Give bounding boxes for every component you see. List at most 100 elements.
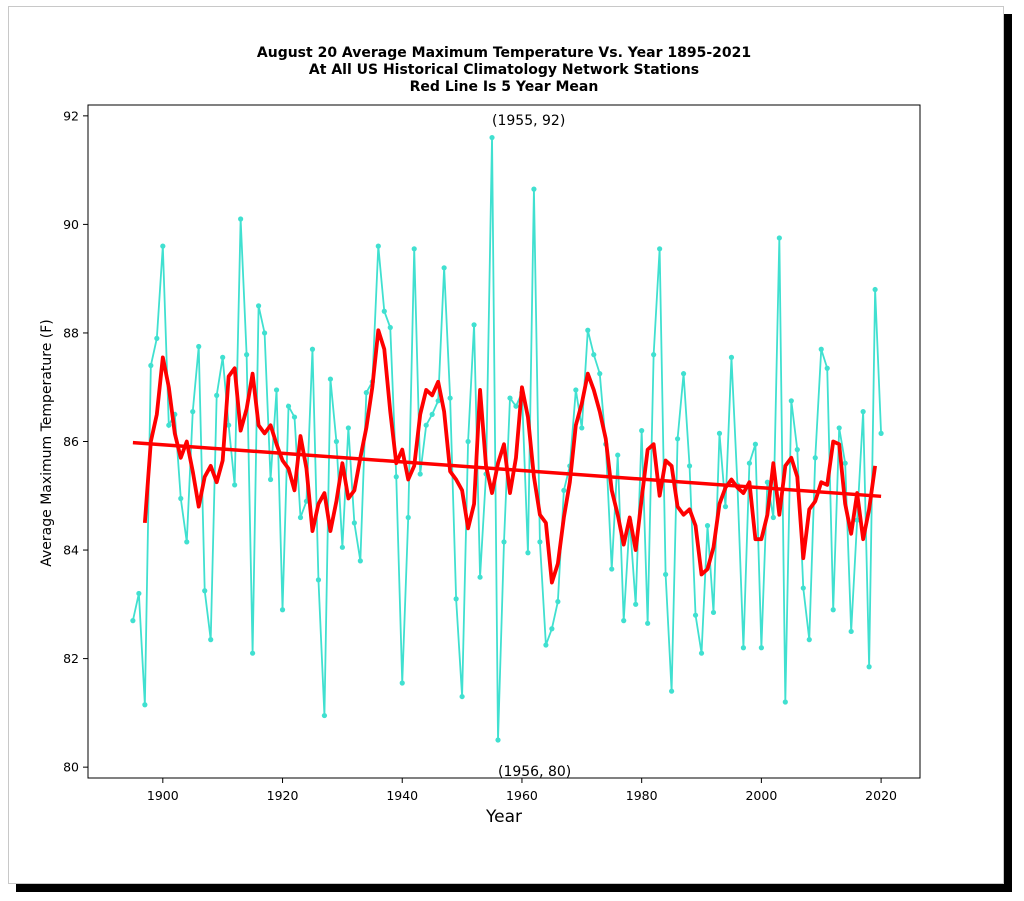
annual-point [776, 235, 782, 241]
annual-point [309, 346, 316, 352]
y-tick-label: 84 [63, 543, 79, 558]
y-tick-label: 92 [63, 108, 79, 123]
annual-point [854, 517, 860, 523]
annotations: (1955, 92) (1956, 80) [492, 113, 571, 780]
annual-point [321, 712, 328, 719]
annual-point [142, 702, 148, 708]
annual-point [561, 487, 567, 493]
y-tick-label: 82 [63, 651, 79, 666]
annual-point [651, 352, 657, 358]
annual-point [399, 680, 405, 686]
annual-point [393, 474, 399, 480]
annual-point [537, 539, 543, 545]
annual-point [363, 390, 369, 396]
x-tick-label: 1920 [267, 788, 299, 803]
annual-point [178, 495, 184, 502]
annual-point [208, 637, 214, 643]
annotation-label: (1956, 80) [498, 764, 571, 780]
annual-point [261, 330, 268, 336]
annual-point [238, 216, 244, 222]
annual-point [674, 436, 681, 442]
annual-point [716, 430, 723, 436]
annual-point [764, 479, 770, 485]
five-year-mean-line [142, 328, 877, 585]
annual-point [800, 585, 806, 591]
annual-point [573, 387, 579, 393]
annual-point [477, 574, 483, 580]
annual-point [591, 352, 597, 358]
annual-point [190, 409, 196, 415]
annual-point [154, 335, 160, 341]
annual-point [549, 626, 555, 632]
annual-point [872, 286, 878, 293]
annual-point [250, 650, 256, 656]
x-tick-label: 2000 [745, 788, 777, 803]
annual-point [489, 134, 495, 141]
annual-point [315, 577, 322, 583]
annual-point [692, 612, 699, 618]
annual-point [585, 327, 591, 333]
annual-point [866, 664, 872, 670]
annual-point [782, 699, 788, 705]
annual-point [387, 324, 393, 331]
annual-point [555, 599, 561, 605]
annual-point [788, 398, 794, 404]
annual-point [878, 430, 884, 436]
annotation-label: (1955, 92) [492, 113, 565, 129]
annual-point [226, 422, 232, 428]
annual-point [357, 558, 363, 564]
annual-point [669, 688, 675, 694]
x-axis-label: Year [485, 807, 522, 827]
annual-point [794, 447, 800, 453]
annual-point [214, 392, 220, 398]
annual-point [704, 523, 711, 529]
annual-point [351, 520, 357, 526]
x-tick-label: 2020 [865, 788, 897, 803]
annual-point [423, 422, 429, 428]
annual-point [405, 514, 411, 521]
annual-point [136, 590, 142, 597]
annual-point [196, 343, 202, 350]
chart-title-line-2: At All US Historical Climatology Network… [309, 62, 699, 78]
annual-point [130, 618, 136, 624]
annual-point [686, 463, 693, 469]
annual-point [513, 403, 519, 409]
x-tick-label: 1900 [147, 788, 179, 803]
annual-point [429, 411, 435, 417]
annual-point [615, 452, 621, 458]
annual-point [818, 346, 824, 352]
annual-point [836, 425, 842, 431]
annual-point [848, 628, 854, 635]
annual-point [812, 455, 818, 461]
annual-point [267, 476, 274, 483]
annual-point [830, 607, 836, 613]
annual-point [471, 322, 477, 328]
annual-point [339, 544, 345, 550]
annual-point [621, 618, 627, 624]
annual-point [525, 550, 531, 556]
annual-point [740, 645, 747, 651]
annual-point [327, 376, 334, 382]
annual-point [824, 365, 830, 371]
annual-point [860, 409, 866, 415]
annual-point [770, 514, 776, 521]
annual-point [333, 438, 339, 445]
annual-point [273, 387, 280, 393]
annual-point [633, 601, 639, 607]
x-tick-label: 1940 [386, 788, 418, 803]
annual-point [579, 425, 585, 431]
annual-point [220, 354, 226, 360]
y-axis-label: Average Maximum Temperature (F) [39, 319, 55, 566]
annual-point [543, 642, 549, 648]
annual-point [663, 571, 669, 578]
annual-point [285, 403, 292, 409]
annual-point [722, 504, 729, 510]
annual-point [417, 471, 423, 477]
plot-area [87, 104, 921, 779]
annual-point [279, 607, 286, 613]
chart-title-line-1: August 20 Average Maximum Temperature Vs… [257, 45, 751, 61]
annual-point [184, 539, 190, 545]
annual-point [645, 620, 651, 626]
annual-point [381, 308, 387, 314]
